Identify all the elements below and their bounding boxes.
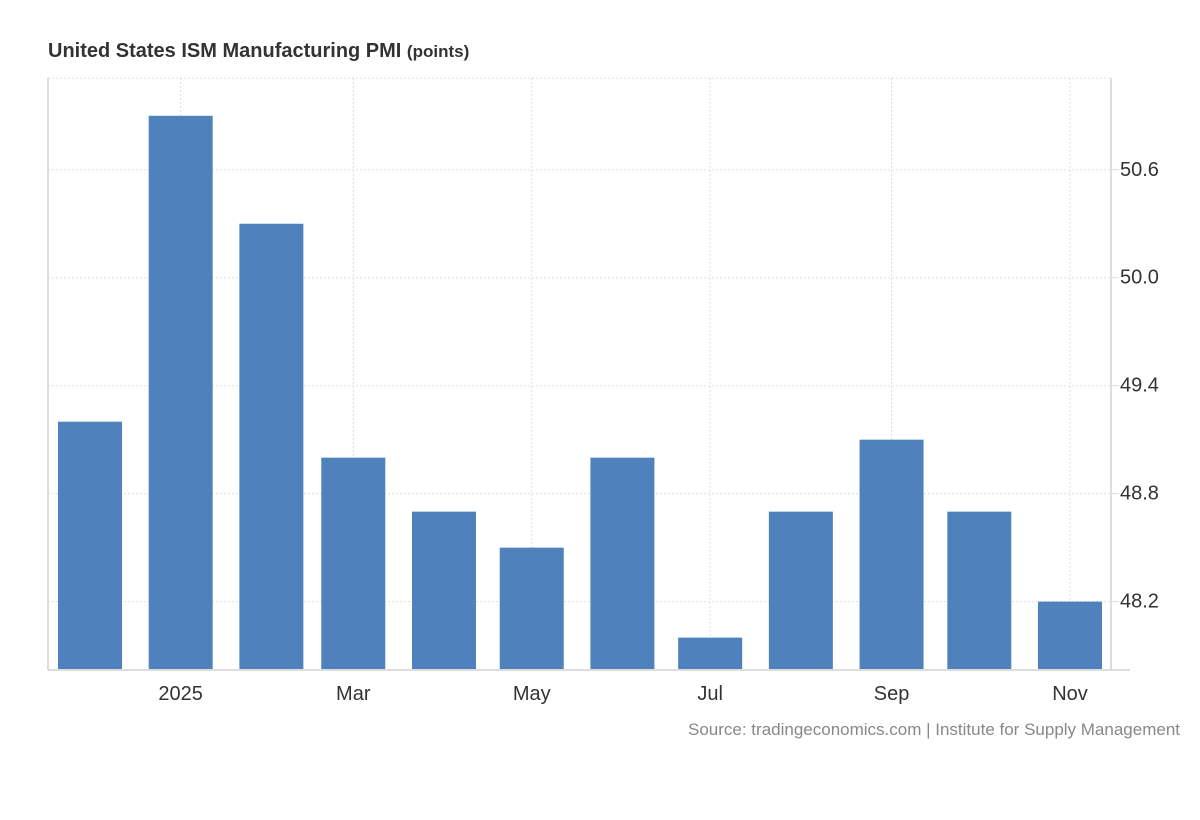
x-tick-label: Nov <box>1052 683 1088 705</box>
bar-feb-2025 <box>239 223 304 670</box>
chart-title: United States ISM Manufacturing PMI (poi… <box>48 40 469 63</box>
bar-jun-2025 <box>590 457 655 670</box>
bar-dec-2024 <box>58 421 122 670</box>
x-tick-label: Sep <box>874 683 910 705</box>
bar-jan-2025 <box>148 115 213 670</box>
x-tick-label: Mar <box>336 683 371 705</box>
bar-jul-2025 <box>678 637 743 670</box>
bar-oct-2025 <box>947 511 1012 670</box>
y-tick-label: 48.2 <box>1120 591 1159 613</box>
source-note: Source: tradingeconomics.com | Institute… <box>688 720 1180 739</box>
y-tick-label: 50.6 <box>1120 159 1159 181</box>
y-tick-label: 50.0 <box>1120 267 1159 289</box>
y-tick-label: 49.4 <box>1120 375 1159 397</box>
x-tick-label: May <box>513 683 551 705</box>
chart-unit: (points) <box>406 42 470 61</box>
bar-sep-2025 <box>859 439 924 670</box>
bar-mar-2025 <box>321 457 386 670</box>
x-tick-label: 2025 <box>158 683 203 705</box>
bar-may-2025 <box>499 547 564 670</box>
chart-title-text: United States ISM Manufacturing PMI <box>48 40 402 62</box>
bar-aug-2025 <box>768 511 833 670</box>
y-tick-label: 48.8 <box>1120 483 1159 505</box>
bar-apr-2025 <box>411 511 476 670</box>
x-tick-label: Jul <box>697 683 723 705</box>
bar-nov-2025 <box>1038 601 1102 670</box>
